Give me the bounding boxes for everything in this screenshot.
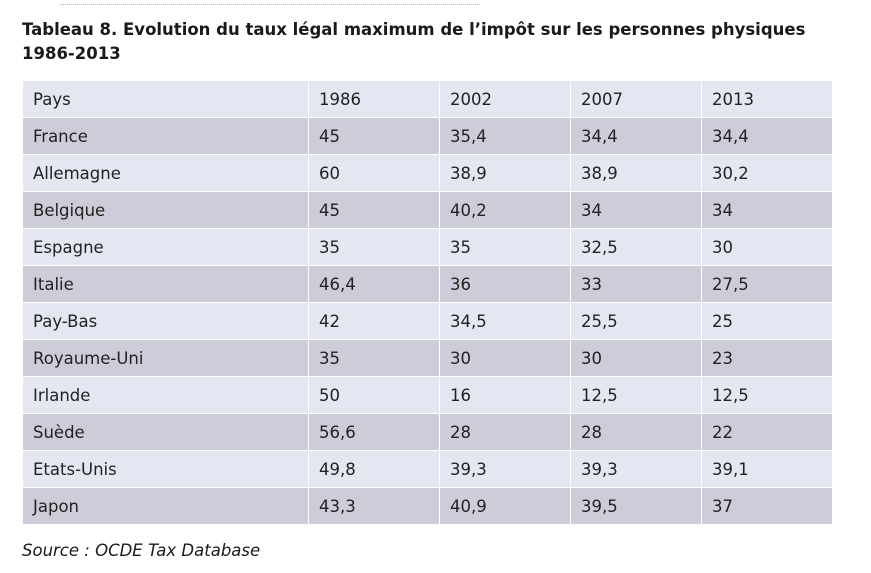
cell-2013: 39,1 (701, 450, 833, 488)
cell-2002: 16 (439, 376, 571, 414)
header-country: Pays (22, 80, 309, 118)
cell-1986: 43,3 (308, 487, 440, 525)
cell-2002: 34,5 (439, 302, 571, 340)
table-row: Etats-Unis 49,8 39,3 39,3 39,1 (22, 450, 833, 488)
table-row: Pay-Bas 42 34,5 25,5 25 (22, 302, 833, 340)
table-row: France 45 35,4 34,4 34,4 (22, 117, 833, 155)
cell-country: France (22, 117, 309, 155)
table-header-row: Pays 1986 2002 2007 2013 (22, 80, 833, 118)
cell-1986: 35 (308, 228, 440, 266)
table-row: Royaume-Uni 35 30 30 23 (22, 339, 833, 377)
cell-2007: 38,9 (570, 154, 702, 192)
cell-country: Espagne (22, 228, 309, 266)
cell-country: Italie (22, 265, 309, 303)
cell-2013: 34,4 (701, 117, 833, 155)
cell-2002: 38,9 (439, 154, 571, 192)
cell-2007: 25,5 (570, 302, 702, 340)
table-row: Irlande 50 16 12,5 12,5 (22, 376, 833, 414)
cell-country: Belgique (22, 191, 309, 229)
cell-2007: 34,4 (570, 117, 702, 155)
header-year-2013: 2013 (701, 80, 833, 118)
cell-country: Royaume-Uni (22, 339, 309, 377)
cell-1986: 42 (308, 302, 440, 340)
cell-2007: 34 (570, 191, 702, 229)
cell-2002: 40,2 (439, 191, 571, 229)
cell-2013: 12,5 (701, 376, 833, 414)
cell-1986: 56,6 (308, 413, 440, 451)
cell-2013: 22 (701, 413, 833, 451)
cell-2007: 12,5 (570, 376, 702, 414)
cell-2013: 23 (701, 339, 833, 377)
cell-2007: 33 (570, 265, 702, 303)
table-row: Suède 56,6 28 28 22 (22, 413, 833, 451)
cell-2002: 35,4 (439, 117, 571, 155)
cell-2013: 37 (701, 487, 833, 525)
cell-2002: 30 (439, 339, 571, 377)
cell-2007: 30 (570, 339, 702, 377)
cell-country: Allemagne (22, 154, 309, 192)
table-title: Tableau 8. Evolution du taux légal maxim… (22, 20, 806, 63)
cell-2013: 30,2 (701, 154, 833, 192)
header-year-2007: 2007 (570, 80, 702, 118)
table-row: Belgique 45 40,2 34 34 (22, 191, 833, 229)
cell-2013: 27,5 (701, 265, 833, 303)
cell-1986: 45 (308, 117, 440, 155)
cell-2013: 25 (701, 302, 833, 340)
cell-2002: 36 (439, 265, 571, 303)
source-note: Source : OCDE Tax Database (22, 541, 261, 560)
cell-1986: 46,4 (308, 265, 440, 303)
cell-1986: 49,8 (308, 450, 440, 488)
cell-2007: 28 (570, 413, 702, 451)
cell-2013: 30 (701, 228, 833, 266)
cell-2002: 28 (439, 413, 571, 451)
table-row: Japon 43,3 40,9 39,5 37 (22, 487, 833, 525)
cell-2002: 35 (439, 228, 571, 266)
cell-2002: 40,9 (439, 487, 571, 525)
cell-2007: 39,3 (570, 450, 702, 488)
cell-2007: 39,5 (570, 487, 702, 525)
cell-1986: 45 (308, 191, 440, 229)
cell-2002: 39,3 (439, 450, 571, 488)
table-row: Italie 46,4 36 33 27,5 (22, 265, 833, 303)
header-year-1986: 1986 (308, 80, 440, 118)
cell-2007: 32,5 (570, 228, 702, 266)
cell-country: Japon (22, 487, 309, 525)
cell-2013: 34 (701, 191, 833, 229)
table-row: Espagne 35 35 32,5 30 (22, 228, 833, 266)
cell-country: Irlande (22, 376, 309, 414)
cell-country: Etats-Unis (22, 450, 309, 488)
cell-1986: 35 (308, 339, 440, 377)
cell-1986: 60 (308, 154, 440, 192)
header-year-2002: 2002 (439, 80, 571, 118)
cropped-previous-line (60, 0, 480, 5)
cell-1986: 50 (308, 376, 440, 414)
table-row: Allemagne 60 38,9 38,9 30,2 (22, 154, 833, 192)
cell-country: Suède (22, 413, 309, 451)
tax-rate-table: Pays 1986 2002 2007 2013 France 45 35,4 34,… (22, 80, 833, 525)
cell-country: Pay-Bas (22, 302, 309, 340)
